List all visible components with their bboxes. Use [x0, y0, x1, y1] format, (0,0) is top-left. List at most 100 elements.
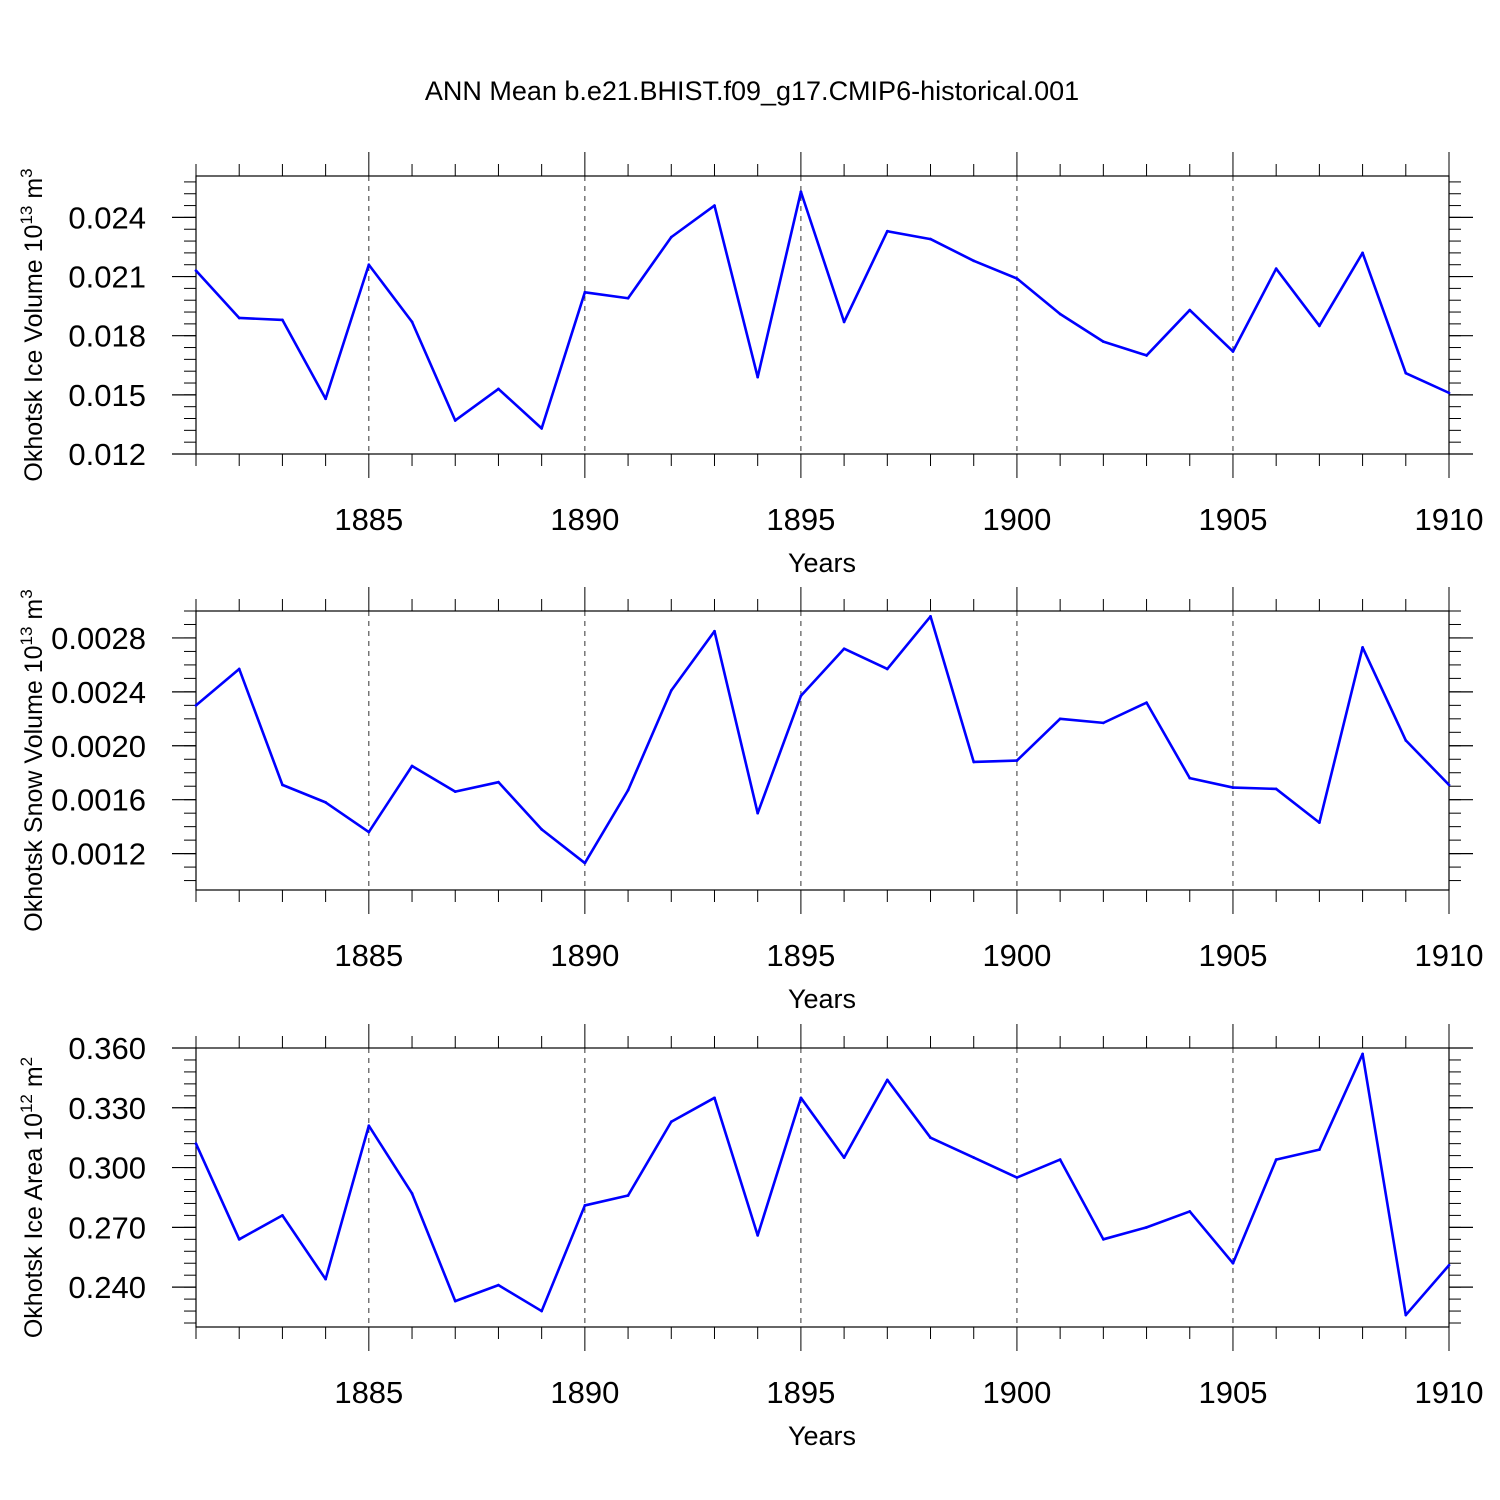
y-axis-label: Okhotsk Ice Area 1012 m2: [17, 1057, 48, 1338]
data-point: [1274, 787, 1278, 791]
series-line-segment: [929, 615, 976, 764]
data-point: [540, 427, 543, 430]
y-tick-label: 0.0020: [51, 729, 146, 764]
series-line-segment: [799, 190, 846, 324]
data-point: [972, 760, 976, 764]
y-tick-label: 0.021: [68, 260, 146, 295]
data-point: [842, 1156, 846, 1159]
series-line-segment: [497, 387, 543, 430]
data-point: [1447, 1263, 1451, 1267]
series-line-segment: [756, 190, 803, 379]
data-point: [453, 419, 457, 422]
series-line-segment: [194, 269, 241, 320]
data-point: [1231, 350, 1235, 353]
series-line-segment: [1274, 267, 1321, 328]
data-point: [237, 1238, 241, 1241]
data-point: [281, 318, 284, 322]
y-tick-label: 0.330: [68, 1091, 146, 1126]
series-line-segment: [1145, 308, 1192, 357]
y-tick-label: 0.360: [68, 1031, 146, 1066]
series-line-segment: [497, 780, 543, 831]
data-point: [886, 229, 889, 233]
series-line-segment: [713, 204, 759, 379]
series-line-segment: [237, 667, 284, 787]
data-point: [410, 764, 414, 768]
series-line-segment: [1274, 787, 1321, 824]
data-point: [324, 397, 327, 401]
series-line-segment: [799, 647, 846, 698]
data-point: [1404, 1313, 1408, 1317]
data-point: [1145, 354, 1148, 357]
y-axis-label-unit-exponent: 3: [17, 589, 36, 598]
y-axis-label-main: Okhotsk Snow Volume 10: [20, 645, 48, 931]
series-line-segment: [281, 783, 327, 804]
data-point: [453, 1299, 457, 1303]
y-axis-label-unit: m: [20, 599, 48, 627]
data-point: [1404, 739, 1408, 742]
data-point: [367, 263, 371, 267]
series-line-segment: [972, 1156, 1019, 1179]
data-point: [367, 1124, 371, 1128]
series-line-segment: [626, 235, 673, 300]
x-tick-label: 1900: [982, 938, 1051, 973]
data-point: [540, 1309, 543, 1313]
data-point: [194, 704, 198, 707]
series-line-segment: [281, 1214, 327, 1281]
x-tick-label: 1885: [334, 502, 403, 537]
series-line-segment: [410, 764, 457, 793]
series-line-segment: [886, 229, 932, 241]
data-point: [1274, 267, 1278, 270]
series-line-segment: [1318, 1052, 1364, 1151]
series-line-segment: [669, 204, 716, 239]
series-line-segment: [194, 1142, 241, 1241]
series-line-segment: [1231, 1158, 1278, 1265]
data-point: [583, 291, 587, 294]
data-point: [237, 316, 241, 320]
data-point: [713, 1096, 716, 1100]
series-line-segment: [410, 1192, 457, 1303]
series-line-segment: [1361, 251, 1408, 375]
data-point: [1318, 821, 1321, 824]
series-line-segment: [583, 1194, 630, 1207]
series-line-segment: [1058, 717, 1105, 725]
y-tick-label: 0.0012: [51, 837, 146, 872]
data-point: [1447, 391, 1451, 395]
data-point: [1015, 759, 1019, 762]
data-point: [1404, 371, 1408, 375]
data-point: [626, 788, 630, 792]
series-line-segment: [497, 1283, 543, 1313]
series-line-segment: [842, 647, 889, 671]
data-point: [281, 1214, 284, 1217]
series-line-segment: [453, 1283, 500, 1303]
series-line-segment: [713, 629, 759, 815]
data-point: [237, 667, 241, 671]
data-point: [194, 1142, 198, 1145]
y-tick-label: 0.240: [68, 1270, 146, 1305]
x-tick-label: 1895: [766, 938, 835, 973]
data-point: [713, 204, 716, 207]
data-point: [669, 1120, 673, 1124]
series-line-segment: [1188, 1210, 1235, 1265]
y-tick-label: 0.270: [68, 1210, 146, 1245]
series-line-segment: [237, 316, 284, 322]
series-line-segment: [669, 1096, 716, 1124]
series-line-segment: [886, 615, 932, 671]
data-point: [626, 1194, 630, 1197]
data-point: [1102, 340, 1105, 343]
data-point: [1231, 1261, 1235, 1265]
series-line-segment: [453, 780, 500, 793]
plot-frame: [195, 1047, 1450, 1328]
series-line-segment: [929, 1136, 976, 1159]
data-point: [1058, 717, 1062, 721]
data-point: [886, 667, 889, 671]
y-tick-label: 0.0024: [51, 675, 146, 710]
series-line-segment: [1015, 1158, 1062, 1179]
data-point: [497, 780, 500, 784]
series-line-segment: [367, 1124, 414, 1195]
data-point: [756, 811, 759, 815]
data-point: [281, 783, 284, 787]
plot-frame: [195, 175, 1450, 455]
series-line-segment: [281, 318, 327, 401]
y-axis-label-exponent: 13: [17, 627, 36, 646]
series-line-segment: [1404, 1263, 1451, 1317]
